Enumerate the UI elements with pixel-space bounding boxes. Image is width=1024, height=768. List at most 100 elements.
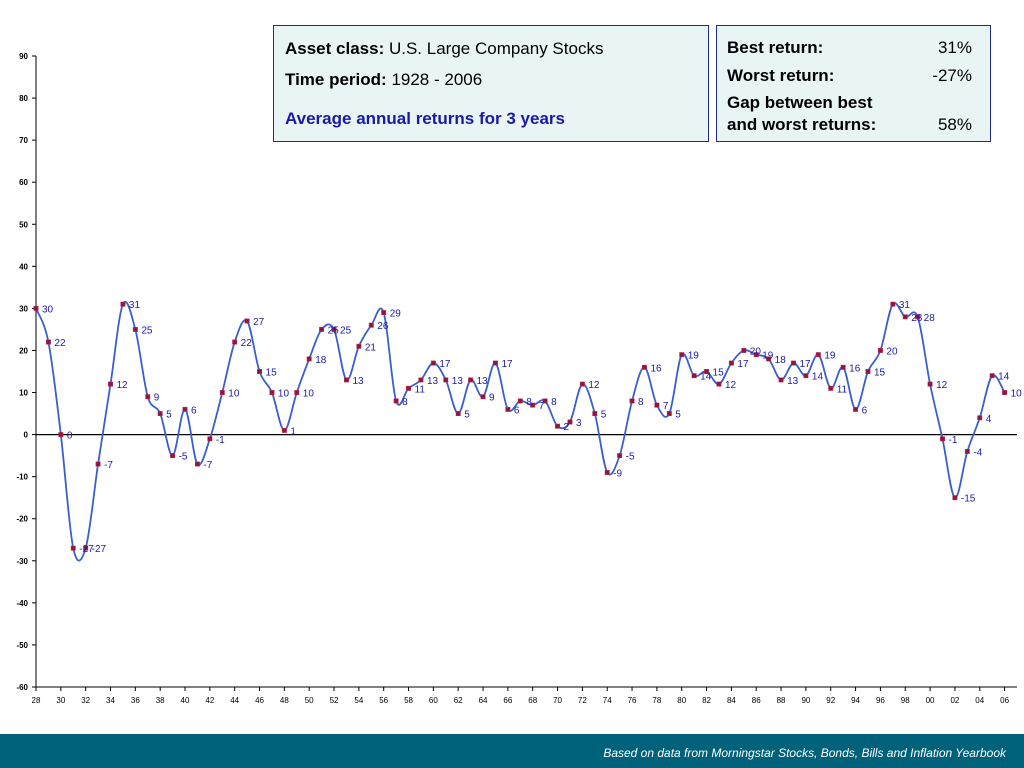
- data-point-label: 14: [812, 372, 824, 383]
- data-point-label: -5: [626, 452, 635, 463]
- x-tick-label: 84: [727, 696, 736, 705]
- data-point-label: 13: [427, 376, 439, 387]
- data-point-label: -4: [973, 447, 982, 458]
- data-point-label: 18: [315, 355, 327, 366]
- time-period-label: Time period:: [285, 70, 387, 89]
- data-point-label: 20: [750, 346, 762, 357]
- data-point-marker: [232, 339, 238, 345]
- y-tick-label: 20: [19, 346, 28, 355]
- x-tick-label: 46: [255, 696, 264, 705]
- data-point-marker: [530, 402, 536, 408]
- markers-layer: [33, 301, 1008, 551]
- worst-return-value: -27%: [932, 66, 972, 85]
- data-point-label: 7: [663, 401, 669, 412]
- data-point-label: -27: [92, 544, 107, 555]
- data-point-label: 10: [1011, 389, 1023, 400]
- data-point-label: -5: [179, 452, 188, 463]
- data-point-marker: [704, 369, 710, 374]
- x-tick-label: 64: [479, 696, 488, 705]
- data-point-label: 6: [514, 405, 520, 416]
- data-point-label: -1: [216, 435, 225, 446]
- gap-label-line2: and worst returns:: [727, 115, 877, 134]
- x-tick-label: 60: [429, 696, 438, 705]
- data-point-label: 21: [365, 342, 377, 353]
- data-point-label: -1: [948, 435, 957, 446]
- data-point-marker: [83, 545, 89, 551]
- data-point-label: 31: [899, 300, 911, 311]
- data-point-marker: [617, 453, 623, 459]
- x-tick-label: 58: [404, 696, 413, 705]
- data-point-marker: [728, 360, 734, 366]
- data-point-marker: [468, 377, 474, 383]
- data-point-marker: [145, 394, 151, 400]
- x-tick-label: 86: [752, 696, 761, 705]
- data-point-marker: [219, 390, 225, 395]
- data-point-marker: [579, 381, 585, 387]
- data-point-marker: [33, 305, 39, 311]
- data-point-marker: [182, 406, 188, 412]
- data-point-marker: [567, 419, 573, 425]
- data-point-label: 14: [700, 372, 712, 383]
- x-tick-label: 56: [379, 696, 388, 705]
- y-tick-label: -60: [16, 683, 28, 692]
- data-point-marker: [455, 411, 461, 417]
- x-tick-label: 62: [454, 696, 463, 705]
- data-point-label: 19: [824, 351, 836, 362]
- data-point-marker: [331, 326, 337, 332]
- source-note: Based on data from Morningstar Stocks, B…: [603, 746, 1006, 760]
- data-point-label: 20: [886, 346, 898, 357]
- x-tick-label: 38: [156, 696, 165, 705]
- x-tick-label: 44: [230, 696, 239, 705]
- data-point-label: 9: [489, 393, 495, 404]
- point-labels-layer: 30220-27-27-712312595-56-7-1102227151011…: [42, 300, 1022, 555]
- data-point-marker: [194, 461, 200, 467]
- data-point-label: 6: [191, 405, 197, 416]
- data-point-label: 13: [477, 376, 489, 387]
- x-tick-label: 32: [81, 696, 90, 705]
- data-point-marker: [840, 364, 846, 370]
- y-tick-label: 30: [19, 304, 28, 313]
- data-point-marker: [393, 398, 399, 404]
- data-point-marker: [430, 360, 436, 366]
- data-point-marker: [716, 381, 722, 387]
- data-point-label: 6: [862, 405, 868, 416]
- asset-info-box: Asset class: U.S. Large Company Stocks T…: [273, 25, 709, 142]
- x-tick-label: 72: [578, 696, 587, 705]
- data-point-label: 3: [576, 418, 582, 429]
- data-point-label: 27: [253, 317, 265, 328]
- x-tick-label: 88: [777, 696, 786, 705]
- x-tick-label: 54: [354, 696, 363, 705]
- data-point-marker: [915, 314, 921, 320]
- data-point-marker: [542, 398, 548, 404]
- data-point-label: 10: [278, 389, 290, 400]
- data-point-label: 13: [452, 376, 464, 387]
- data-point-label: 15: [874, 368, 886, 379]
- x-tick-label: 48: [280, 696, 289, 705]
- data-point-marker: [480, 394, 486, 400]
- data-point-label: 8: [551, 397, 557, 408]
- data-point-marker: [244, 318, 250, 324]
- data-point-marker: [964, 448, 970, 454]
- data-point-label: 17: [799, 359, 811, 370]
- data-point-label: 0: [67, 431, 73, 442]
- data-point-marker: [902, 314, 908, 320]
- data-point-label: 2: [564, 422, 570, 433]
- data-point-label: 5: [464, 410, 470, 421]
- data-point-marker: [269, 390, 275, 395]
- data-point-marker: [505, 406, 511, 412]
- data-point-label: 26: [377, 321, 389, 332]
- x-tick-label: 96: [876, 696, 885, 705]
- data-point-label: 31: [129, 300, 141, 311]
- data-point-marker: [555, 423, 560, 429]
- data-point-label: 13: [352, 376, 364, 387]
- data-point-label: 12: [588, 380, 600, 391]
- data-point-marker: [257, 369, 262, 374]
- data-point-label: 29: [390, 309, 402, 320]
- x-tick-label: 04: [975, 696, 984, 705]
- data-point-marker: [977, 415, 983, 421]
- x-tick-label: 66: [503, 696, 512, 705]
- data-point-label: 28: [924, 313, 936, 324]
- data-point-marker: [343, 377, 349, 383]
- x-tick-label: 98: [901, 696, 910, 705]
